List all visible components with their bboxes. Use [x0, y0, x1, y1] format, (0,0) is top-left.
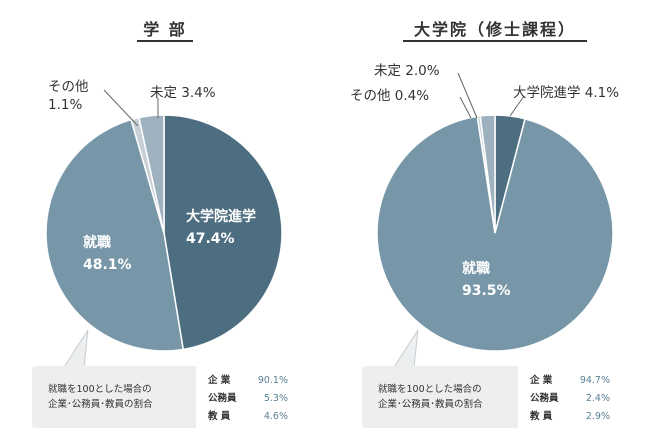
- employment-breakdown-note: 就職を100とした場合の 企業･公務員･教員の割合 企 業 90.1% 公務員 5.…: [32, 366, 302, 428]
- note-row-civil-servant: 公務員 5.3%: [208, 390, 288, 404]
- row-value: 5.3%: [263, 393, 288, 404]
- note-row-company: 企 業 90.1%: [208, 372, 288, 386]
- note-row-teacher: 教 員 4.6%: [208, 408, 288, 422]
- note-row-company: 企 業 94.7%: [530, 372, 610, 386]
- slice-value: 4.1%: [584, 85, 620, 101]
- slice-value: 2.0%: [405, 63, 440, 79]
- employment-breakdown-note: 就職を100とした場合の 企業･公務員･教員の割合 企 業 94.7% 公務員 2.…: [362, 366, 624, 428]
- slice-name: 大学院進学: [186, 209, 256, 225]
- slice-value: 48.1%: [83, 257, 132, 273]
- row-value: 90.1%: [257, 375, 288, 386]
- slice-value: 1.1%: [48, 97, 83, 113]
- row-value: 94.7%: [579, 375, 610, 386]
- chart-title: 大学院（修士課程）: [413, 20, 576, 39]
- chart-undergraduate: 学 部 大学院進学 47.4% 就職 48.1% その他 1.1% 未定 3.4…: [32, 20, 302, 428]
- slice-name: 未定: [374, 63, 401, 79]
- leader-line-undecided: [457, 72, 478, 119]
- pie-chart: [45, 89, 283, 368]
- note-table: 企 業 94.7% 公務員 2.4% 教 員 2.9%: [518, 366, 624, 428]
- note-caption: 就職を100とした場合の 企業･公務員･教員の割合: [378, 382, 483, 412]
- leader-line-graduate-school: [509, 95, 525, 117]
- slice-label-graduate-school: 大学院進学 4.1%: [513, 84, 619, 102]
- slice-value: 3.4%: [181, 85, 216, 101]
- row-label: 教 員: [530, 411, 553, 422]
- note-row-civil-servant: 公務員 2.4%: [530, 390, 610, 404]
- slice-label-employment: 就職 48.1%: [83, 232, 132, 276]
- slice-name: その他: [48, 79, 89, 95]
- note-pointer: [393, 329, 419, 368]
- chart-graduate-masters: 大学院（修士課程） 就職 93.5% 大学院進学 4.1% その他 0.4% 未…: [330, 0, 660, 436]
- slice-name: 未定: [150, 85, 177, 101]
- slice-value: 93.5%: [462, 283, 511, 299]
- slice-label-graduate-school: 大学院進学 47.4%: [186, 206, 256, 250]
- note-caption: 就職を100とした場合の 企業･公務員･教員の割合: [48, 382, 153, 412]
- note-line-1: 就職を100とした場合の: [48, 384, 152, 395]
- note-pointer: [63, 329, 89, 368]
- slice-value: 47.4%: [186, 231, 235, 247]
- slice-label-employment: 就職 93.5%: [462, 258, 511, 302]
- title-underline: [137, 40, 193, 42]
- note-line-2: 企業･公務員･教員の割合: [48, 399, 153, 410]
- row-label: 教 員: [208, 411, 231, 422]
- note-row-teacher: 教 員 2.9%: [530, 408, 610, 422]
- pie-chart: [376, 72, 614, 368]
- leader-line-other: [459, 96, 472, 119]
- row-label: 公務員: [530, 393, 559, 404]
- row-value: 2.9%: [585, 411, 610, 422]
- row-value: 4.6%: [263, 411, 288, 422]
- slice-name: 就職: [462, 261, 490, 277]
- row-label: 企 業: [208, 375, 231, 386]
- slice-name: 就職: [83, 235, 111, 251]
- row-label: 企 業: [530, 375, 553, 386]
- title-underline: [403, 40, 587, 42]
- note-line-2: 企業･公務員･教員の割合: [378, 399, 483, 410]
- slice-name: 大学院進学: [513, 85, 581, 101]
- pie-slice-graduate-school: [163, 114, 283, 351]
- leader-line-other: [103, 89, 139, 127]
- note-table: 企 業 90.1% 公務員 5.3% 教 員 4.6%: [196, 366, 302, 428]
- pie-slice-employment: [45, 118, 185, 352]
- chart-title: 学 部: [143, 20, 187, 39]
- pie-slice-employment: [376, 115, 614, 352]
- note-line-1: 就職を100とした場合の: [378, 384, 482, 395]
- row-label: 公務員: [208, 393, 237, 404]
- row-value: 2.4%: [585, 393, 610, 404]
- slice-label-undecided: 未定 2.0%: [374, 62, 440, 80]
- slice-label-other: その他 0.4%: [350, 87, 429, 105]
- pie-slice-undecided: [138, 114, 165, 234]
- slice-name: その他: [350, 88, 391, 104]
- slice-value: 0.4%: [394, 88, 430, 104]
- slice-label-other: その他 1.1%: [48, 78, 89, 114]
- pie-slice-undecided: [479, 114, 496, 234]
- slice-label-undecided: 未定 3.4%: [150, 84, 216, 102]
